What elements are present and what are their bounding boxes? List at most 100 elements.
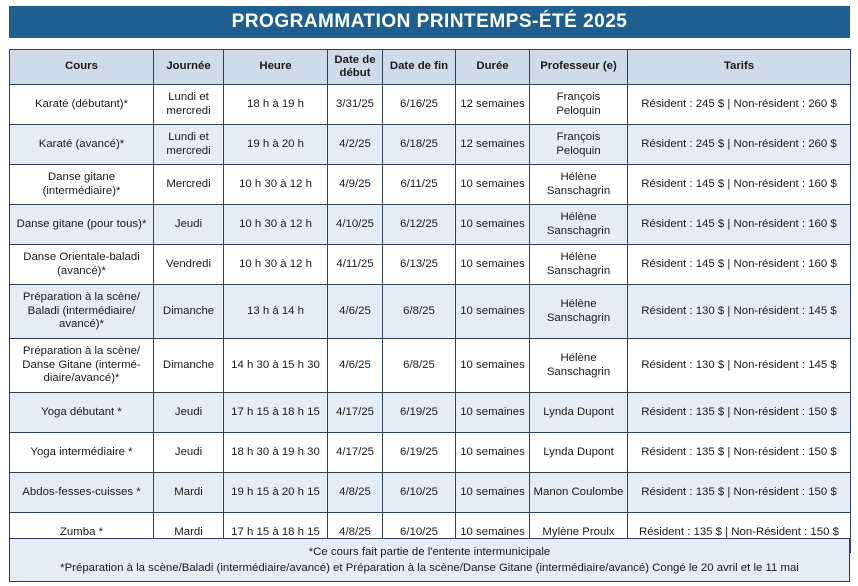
cell-professeur: Hélène Sanschagrin — [529, 284, 628, 339]
footnotes: *Ce cours fait partie de l'entente inter… — [9, 538, 850, 582]
cell-professeur: Hélène Sanschagrin — [529, 338, 628, 393]
footnote-conge: *Préparation à la scène/Baladi (interméd… — [60, 562, 799, 574]
cell-heure: 17 h 15 à 18 h 15 — [223, 392, 328, 433]
cell-date-debut: 4/17/25 — [327, 392, 383, 433]
cell-date-fin: 6/13/25 — [382, 244, 456, 285]
cell-date-fin: 6/19/25 — [382, 432, 456, 473]
cell-date-debut: 4/6/25 — [327, 338, 383, 393]
cell-professeur: Hélène Sanschagrin — [529, 164, 628, 205]
cell-cours: Karaté (avancé)* — [9, 124, 154, 165]
header-cours: Cours — [9, 49, 154, 85]
cell-heure: 18 h 30 à 19 h 30 — [223, 432, 328, 473]
cell-tarifs: Résident : 130 $ | Non-résident : 145 $ — [627, 284, 851, 339]
table-row: Préparation à la scène/ Baladi (interméd… — [9, 284, 851, 339]
header-heure: Heure — [223, 49, 328, 85]
cell-date-fin: 6/11/25 — [382, 164, 456, 205]
cell-duree: 10 semaines — [455, 472, 530, 513]
cell-tarifs: Résident : 135 $ | Non-résident : 150 $ — [627, 432, 851, 473]
cell-journee: Dimanche — [153, 338, 224, 393]
cell-cours: Danse gitane (intermédiaire)* — [9, 164, 154, 205]
cell-journee: Mercredi — [153, 164, 224, 205]
cell-professeur: Hélène Sanschagrin — [529, 204, 628, 245]
cell-journee: Lundi et mercredi — [153, 124, 224, 165]
cell-duree: 10 semaines — [455, 204, 530, 245]
cell-cours: Danse Orientale-baladi (avancé)* — [9, 244, 154, 285]
cell-professeur: François Peloquin — [529, 84, 628, 125]
table-row: Karaté (débutant)* Lundi et mercredi 18 h … — [9, 84, 851, 125]
header-date-debut: Date de début — [327, 49, 383, 85]
cell-date-debut: 4/8/25 — [327, 472, 383, 513]
cell-cours: Karaté (débutant)* — [9, 84, 154, 125]
cell-journee: Jeudi — [153, 392, 224, 433]
cell-date-debut: 4/11/25 — [327, 244, 383, 285]
table-row: Danse gitane (intermédiaire)* Mercredi 10 … — [9, 164, 851, 205]
header-date-fin: Date de fin — [382, 49, 456, 85]
cell-tarifs: Résident : 145 $ | Non-résident : 160 $ — [627, 204, 851, 245]
cell-date-fin: 6/16/25 — [382, 84, 456, 125]
header-professeur: Professeur (e) — [529, 49, 628, 85]
cell-duree: 12 semaines — [455, 84, 530, 125]
header-journee: Journée — [153, 49, 224, 85]
cell-professeur: Lynda Dupont — [529, 392, 628, 433]
cell-date-fin: 6/12/25 — [382, 204, 456, 245]
cell-journee: Vendredi — [153, 244, 224, 285]
cell-date-debut: 4/6/25 — [327, 284, 383, 339]
cell-cours: Préparation à la scène/ Baladi (interméd… — [9, 284, 154, 339]
table-row: Danse gitane (pour tous)* Jeudi 10 h 30 à … — [9, 204, 851, 245]
cell-heure: 14 h 30 à 15 h 30 — [223, 338, 328, 393]
cell-tarifs: Résident : 245 $ | Non-résident : 260 $ — [627, 124, 851, 165]
table-row: Danse Orientale-baladi (avancé)* Vendredi… — [9, 244, 851, 285]
cell-journee: Jeudi — [153, 432, 224, 473]
cell-date-fin: 6/18/25 — [382, 124, 456, 165]
cell-date-fin: 6/8/25 — [382, 284, 456, 339]
footnote-entente: *Ce cours fait partie de l'entente inter… — [308, 546, 551, 558]
header-duree: Durée — [455, 49, 530, 85]
page-title: PROGRAMMATION PRINTEMPS-ÉTÉ 2025 — [9, 6, 850, 38]
cell-tarifs: Résident : 245 $ | Non-résident : 260 $ — [627, 84, 851, 125]
cell-duree: 12 semaines — [455, 124, 530, 165]
cell-heure: 18 h à 19 h — [223, 84, 328, 125]
cell-cours: Préparation à la scène/ Danse Gitane (in… — [9, 338, 154, 393]
table-row: Yoga intermédiaire * Jeudi 18 h 30 à 19 h … — [9, 432, 851, 473]
table-row: Yoga débutant * Jeudi 17 h 15 à 18 h 15 4/1… — [9, 392, 851, 433]
cell-date-debut: 4/2/25 — [327, 124, 383, 165]
cell-cours: Abdos-fesses-cuisses * — [9, 472, 154, 513]
cell-duree: 10 semaines — [455, 244, 530, 285]
table-header-row: Cours Journée Heure Date de début Date d… — [9, 49, 851, 85]
cell-professeur: François Peloquin — [529, 124, 628, 165]
cell-journee: Jeudi — [153, 204, 224, 245]
cell-date-fin: 6/8/25 — [382, 338, 456, 393]
cell-duree: 10 semaines — [455, 338, 530, 393]
cell-tarifs: Résident : 130 $ | Non-résident : 145 $ — [627, 338, 851, 393]
cell-duree: 10 semaines — [455, 284, 530, 339]
cell-duree: 10 semaines — [455, 164, 530, 205]
cell-cours: Yoga intermédiaire * — [9, 432, 154, 473]
table-row: Abdos-fesses-cuisses * Mardi 19 h 15 à 20 … — [9, 472, 851, 513]
cell-journee: Mardi — [153, 472, 224, 513]
cell-professeur: Lynda Dupont — [529, 432, 628, 473]
cell-journee: Lundi et mercredi — [153, 84, 224, 125]
cell-heure: 19 h 15 à 20 h 15 — [223, 472, 328, 513]
schedule-table: Cours Journée Heure Date de début Date d… — [9, 49, 851, 553]
cell-tarifs: Résident : 145 $ | Non-résident : 160 $ — [627, 244, 851, 285]
header-tarifs: Tarifs — [627, 49, 851, 85]
cell-date-fin: 6/19/25 — [382, 392, 456, 433]
cell-professeur: Manon Coulombe — [529, 472, 628, 513]
cell-date-fin: 6/10/25 — [382, 472, 456, 513]
cell-duree: 10 semaines — [455, 432, 530, 473]
cell-heure: 10 h 30 à 12 h — [223, 164, 328, 205]
cell-heure: 13 h à 14 h — [223, 284, 328, 339]
cell-cours: Yoga débutant * — [9, 392, 154, 433]
cell-heure: 10 h 30 à 12 h — [223, 204, 328, 245]
cell-tarifs: Résident : 135 $ | Non-résident : 150 $ — [627, 392, 851, 433]
cell-duree: 10 semaines — [455, 392, 530, 433]
cell-date-debut: 4/17/25 — [327, 432, 383, 473]
cell-date-debut: 4/9/25 — [327, 164, 383, 205]
cell-date-debut: 3/31/25 — [327, 84, 383, 125]
cell-heure: 10 h 30 à 12 h — [223, 244, 328, 285]
cell-cours: Danse gitane (pour tous)* — [9, 204, 154, 245]
table-row: Préparation à la scène/ Danse Gitane (in… — [9, 338, 851, 393]
cell-professeur: Hélène Sanschagrin — [529, 244, 628, 285]
table-row: Karaté (avancé)* Lundi et mercredi 19 h à … — [9, 124, 851, 165]
cell-tarifs: Résident : 135 $ | Non-résident : 150 $ — [627, 472, 851, 513]
